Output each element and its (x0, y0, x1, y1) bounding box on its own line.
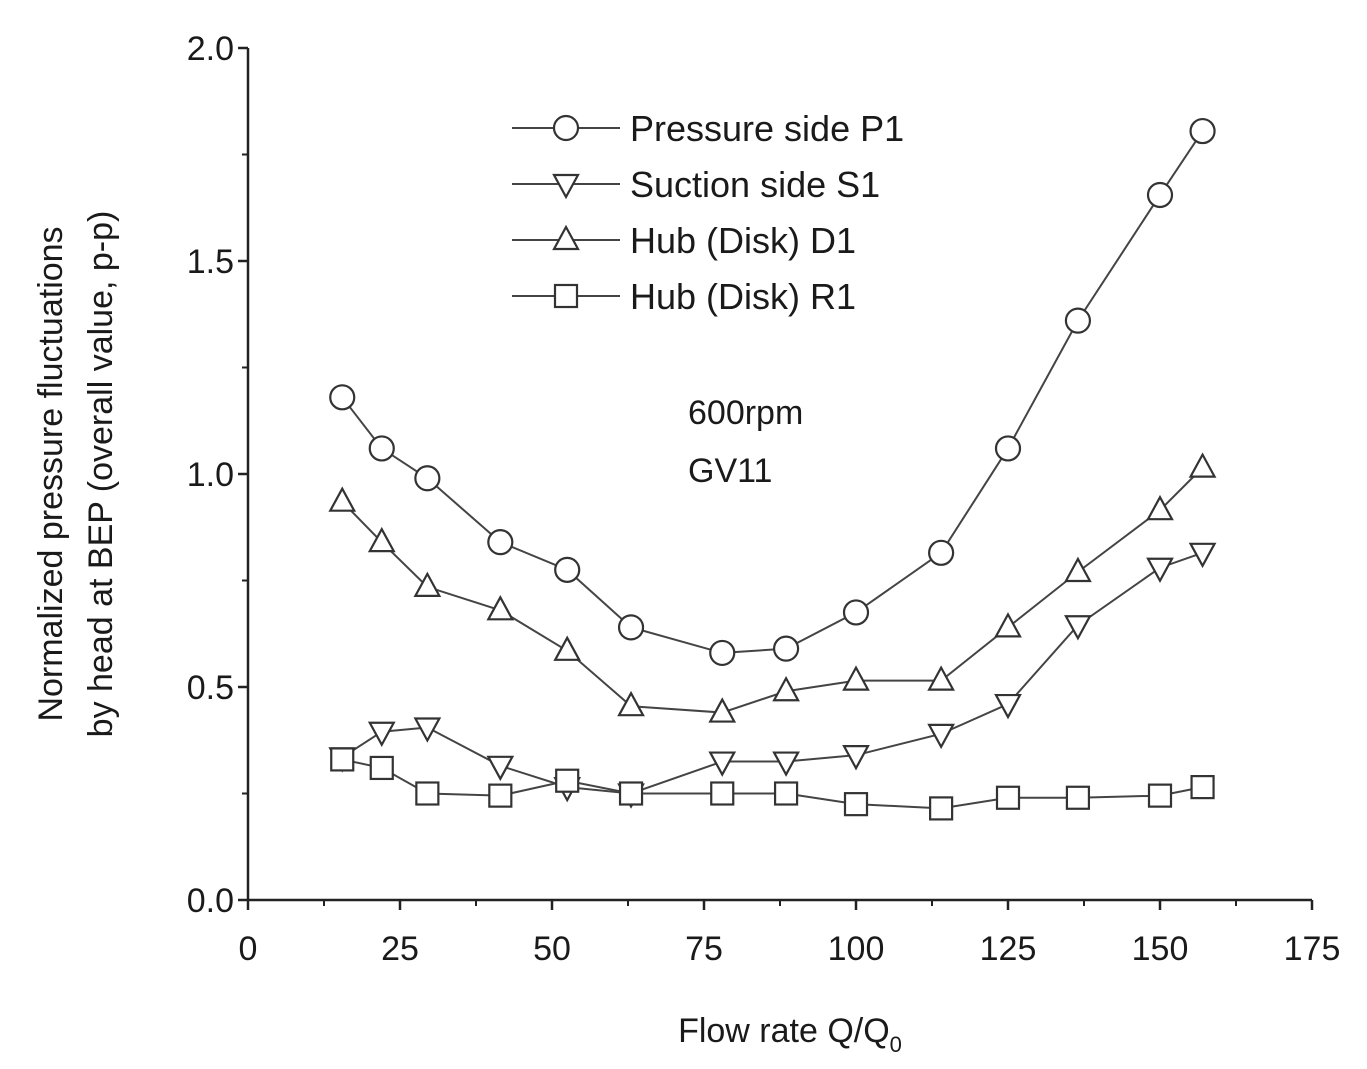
x-tick-label: 0 (239, 930, 258, 968)
data-point-circle (994, 435, 1022, 462)
legend-marker-square (553, 283, 579, 309)
data-point-circle (414, 465, 441, 492)
y-tick-label: 1.0 (187, 456, 234, 494)
data-point-triangle-down (367, 721, 396, 748)
legend-marker-triangle-down (552, 173, 580, 200)
x-tick-label: 50 (533, 930, 571, 968)
legend-label: Hub (Disk) D1 (630, 220, 856, 261)
y-tick-label: 1.5 (187, 243, 234, 281)
legend-item: Pressure side P1 (512, 108, 904, 149)
data-point-square (1065, 785, 1091, 810)
data-point-square (843, 792, 869, 817)
x-tick-label: 125 (980, 930, 1037, 968)
data-point-triangle-down (1146, 557, 1174, 584)
data-point-triangle-down (994, 693, 1022, 720)
x-axis-title: Flow rate Q/Q0 (678, 1012, 902, 1057)
y-axis-title-line1: Normalized pressure fluctuations (32, 226, 70, 721)
data-point-circle (1064, 307, 1092, 334)
data-point-triangle-up (617, 690, 645, 717)
legend-item: Hub (Disk) D1 (512, 220, 856, 261)
data-point-circle (842, 599, 870, 626)
x-tick-label: 150 (1132, 930, 1189, 968)
data-point-circle (772, 635, 800, 662)
data-point-circle (329, 384, 356, 411)
x-axis-title-subscript: 0 (890, 1032, 902, 1057)
data-point-square (415, 781, 440, 806)
data-point-circle (1146, 181, 1174, 209)
x-ticks: 0 25 50 75 100 125 150 175 (239, 900, 1341, 968)
legend-item: Hub (Disk) R1 (512, 276, 856, 317)
x-tick-label: 100 (828, 930, 885, 968)
data-point-circle (1189, 117, 1216, 145)
data-point-triangle-up (553, 635, 582, 661)
data-point-circle (487, 529, 514, 556)
legend-marker-circle (552, 114, 580, 142)
legend-label: Hub (Disk) R1 (630, 276, 856, 317)
data-point-triangle-down (708, 751, 737, 777)
data-point-triangle-down (486, 755, 515, 782)
data-point-triangle-up (772, 675, 800, 702)
series-line (341, 551, 1203, 795)
data-point-square (929, 796, 954, 821)
legend-label: Suction side S1 (630, 164, 880, 205)
data-point-triangle-down (772, 751, 800, 777)
data-point-triangle-up (367, 526, 396, 553)
data-point-circle (368, 435, 395, 462)
legend-label: Pressure side P1 (630, 108, 904, 149)
data-point-triangle-up (842, 665, 870, 691)
data-point-square (330, 747, 355, 772)
data-point-square (1190, 775, 1215, 800)
data-point-triangle-up (708, 697, 737, 723)
data-point-triangle-up (994, 612, 1022, 638)
data-point-triangle-up (328, 486, 357, 512)
data-point-triangle-down (1188, 542, 1217, 569)
annotation-speed: 600rpm (688, 394, 803, 432)
y-axis-title-line2: by head at BEP (overall value, p-p) (82, 211, 120, 738)
data-point-square (618, 781, 644, 806)
data-point-circle (709, 639, 736, 667)
x-tick-label: 25 (381, 930, 419, 968)
data-point-triangle-down (413, 717, 442, 743)
y-tick-label: 0.0 (187, 882, 234, 920)
legend-item: Suction side S1 (512, 164, 880, 205)
data-point-triangle-up (1146, 494, 1174, 521)
data-point-square (710, 781, 735, 806)
data-point-triangle-up (486, 595, 515, 621)
legend: Pressure side P1 Suction side S1 Hub (Disk… (512, 108, 904, 317)
x-tick-label: 175 (1284, 930, 1341, 968)
data-point-circle (617, 614, 645, 641)
data-point-triangle-up (1188, 452, 1217, 478)
y-tick-label: 2.0 (187, 30, 234, 68)
data-point-square (1147, 783, 1173, 808)
series-line (341, 466, 1204, 714)
series-square (330, 747, 1215, 821)
series-line (341, 130, 1204, 654)
data-point-triangle-down (927, 723, 955, 750)
data-point-triangle-down (842, 745, 870, 771)
legend-marker-triangle-up (552, 224, 580, 251)
data-point-square (555, 768, 580, 793)
x-tick-label: 75 (685, 930, 723, 968)
data-point-triangle-down (1064, 615, 1092, 641)
annotation-guide-vane: GV11 (688, 452, 772, 490)
series-triangle-up (328, 452, 1217, 723)
data-point-triangle-up (927, 665, 955, 691)
series-layer (328, 117, 1217, 821)
data-point-circle (928, 539, 955, 566)
data-point-square (995, 785, 1021, 810)
data-point-square (773, 781, 799, 806)
data-point-triangle-up (413, 571, 442, 597)
data-point-circle (554, 556, 581, 583)
data-point-triangle-up (1064, 556, 1092, 583)
series-circle (329, 117, 1216, 667)
y-ticks: 0.0 0.5 1.0 1.5 2.0 (187, 30, 248, 920)
data-point-square (488, 783, 513, 808)
data-point-square (369, 755, 394, 781)
y-tick-label: 0.5 (187, 669, 234, 707)
series-triangle-down (328, 542, 1217, 809)
